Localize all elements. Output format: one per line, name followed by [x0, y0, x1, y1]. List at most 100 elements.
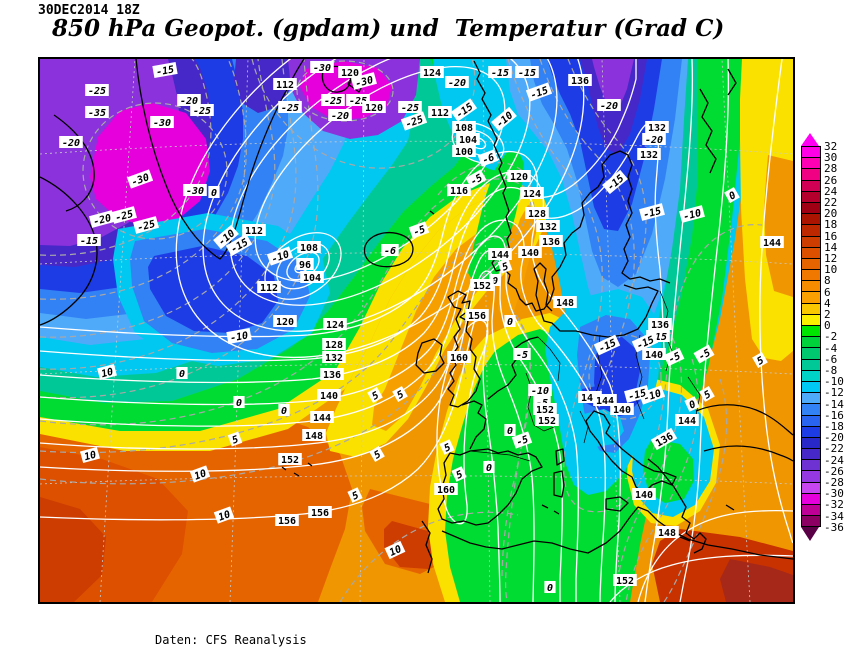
svg-text:5: 5 [443, 442, 453, 455]
svg-text:-10: -10 [682, 208, 702, 223]
colorbar-cell [802, 201, 820, 214]
svg-text:144: 144 [596, 396, 614, 407]
colorbar-cells [801, 146, 821, 528]
svg-text:-20: -20 [600, 101, 618, 112]
colorbar-tick-label: 0 [824, 319, 831, 333]
temperature-label: -20 [642, 133, 666, 146]
svg-text:-15: -15 [491, 68, 509, 79]
svg-text:-30: -30 [186, 186, 204, 197]
svg-text:112: 112 [260, 283, 278, 294]
colorbar-tick-label: 22 [824, 196, 838, 209]
svg-text:0: 0 [492, 276, 498, 287]
svg-text:124: 124 [326, 320, 344, 331]
geopotential-label: 156 [308, 506, 332, 519]
geopotential-label: 152 [278, 453, 302, 466]
colorbar-tick-label: -18 [824, 420, 844, 433]
temperature-label: 10 [97, 363, 117, 380]
svg-text:160: 160 [437, 485, 455, 496]
colorbar-tick-label: 12 [824, 252, 838, 265]
geopotential-label: 152 [470, 279, 494, 292]
colorbar-arrow-up-icon [801, 133, 819, 146]
svg-text:132: 132 [640, 150, 658, 161]
colorbar-cell [802, 436, 820, 449]
svg-text:-10: -10 [229, 330, 249, 344]
temperature-label: -6 [477, 149, 499, 167]
svg-text:0: 0 [507, 317, 513, 328]
colorbar-cell [802, 492, 820, 504]
svg-text:128: 128 [528, 209, 546, 220]
geopotential-label: 160 [434, 483, 458, 496]
svg-text:10: 10 [388, 544, 404, 559]
temperature-label: -30 [150, 116, 174, 129]
run-date-label: 30DEC2014 18Z [38, 3, 140, 18]
svg-text:-35: -35 [88, 108, 106, 119]
svg-text:140: 140 [613, 405, 631, 416]
colorbar-cell [802, 157, 820, 169]
colorbar-tick-label: -26 [824, 464, 844, 478]
colorbar-cell [802, 336, 820, 348]
colorbar-cell [802, 190, 820, 202]
svg-text:152: 152 [473, 281, 491, 292]
temperature-label: -10 [679, 205, 705, 223]
geopotential-label: 152 [533, 403, 557, 416]
svg-text:0: 0 [211, 188, 217, 199]
geopotential-label: 148 [302, 429, 326, 442]
temperature-label: 10 [80, 446, 100, 463]
svg-text:-5: -5 [667, 351, 683, 366]
colorbar-cell [802, 481, 820, 493]
svg-text:152: 152 [538, 416, 556, 427]
temperature-label: -20 [89, 210, 115, 228]
svg-text:5: 5 [395, 389, 406, 402]
svg-text:5: 5 [755, 355, 766, 368]
svg-text:0: 0 [547, 583, 553, 594]
svg-text:-20: -20 [92, 213, 112, 228]
svg-text:-25: -25 [193, 106, 211, 117]
geopotential-label: 140 [317, 389, 341, 402]
temperature-label: -30 [351, 72, 377, 90]
svg-text:152: 152 [616, 576, 634, 587]
colorbar-cell [802, 515, 820, 527]
temperature-label: 10 [213, 506, 235, 524]
svg-text:136: 136 [651, 320, 669, 331]
geopotential-label: 112 [257, 281, 281, 294]
colorbar-tick-label: -10 [824, 375, 844, 389]
geopotential-label: 132 [322, 351, 346, 364]
temperature-colorbar: 32 30 28 26 24 22 20 18 16 14 12 10 8 6 4 2 0 -2 -4 -6 -8 -10… [801, 133, 849, 542]
colorbar-tick-label: -8 [824, 364, 838, 377]
svg-text:140: 140 [645, 350, 663, 361]
contour-labels: -15-25-35-20-25-30-20-30-30 0-20 -25-25-15… [59, 61, 784, 594]
colorbar-cell [802, 380, 820, 393]
svg-text:0: 0 [507, 426, 513, 437]
svg-text:112: 112 [276, 80, 294, 91]
svg-text:-5: -5 [469, 173, 485, 189]
temperature-label: 0 [489, 274, 501, 287]
svg-text:5: 5 [372, 449, 383, 462]
geopotential-label: 116 [447, 184, 471, 197]
svg-text:5: 5 [370, 390, 381, 403]
colorbar-cell [802, 168, 820, 180]
colorbar-cell [802, 369, 820, 381]
geopotential-label: 140 [642, 348, 666, 361]
temperature-label: 0 [504, 315, 516, 328]
geopotential-label: 136 [320, 368, 344, 381]
temperature-label: -20 [445, 76, 469, 89]
geopotential-label: 140 [632, 488, 656, 501]
geopotential-label: 144 [310, 411, 334, 424]
geopotential-label: 140 [518, 246, 542, 259]
temperature-label: 0 [684, 396, 700, 412]
temperature-label: -25 [190, 104, 214, 117]
colorbar-cell [802, 325, 820, 337]
svg-text:140: 140 [521, 248, 539, 259]
temperature-label: 5 [497, 258, 513, 274]
temperature-label: 5 [439, 439, 455, 455]
colorbar-cell [802, 146, 820, 158]
colorbar-cell [802, 179, 820, 191]
svg-text:120: 120 [510, 172, 528, 183]
svg-text:104: 104 [459, 135, 477, 146]
geopotential-label: 128 [525, 207, 549, 220]
geopotential-label: 120 [338, 66, 362, 79]
svg-text:-20: -20 [331, 111, 349, 122]
temperature-label: -5 [511, 431, 533, 449]
svg-text:108: 108 [455, 123, 473, 134]
colorbar-tick-label: 16 [824, 229, 838, 243]
